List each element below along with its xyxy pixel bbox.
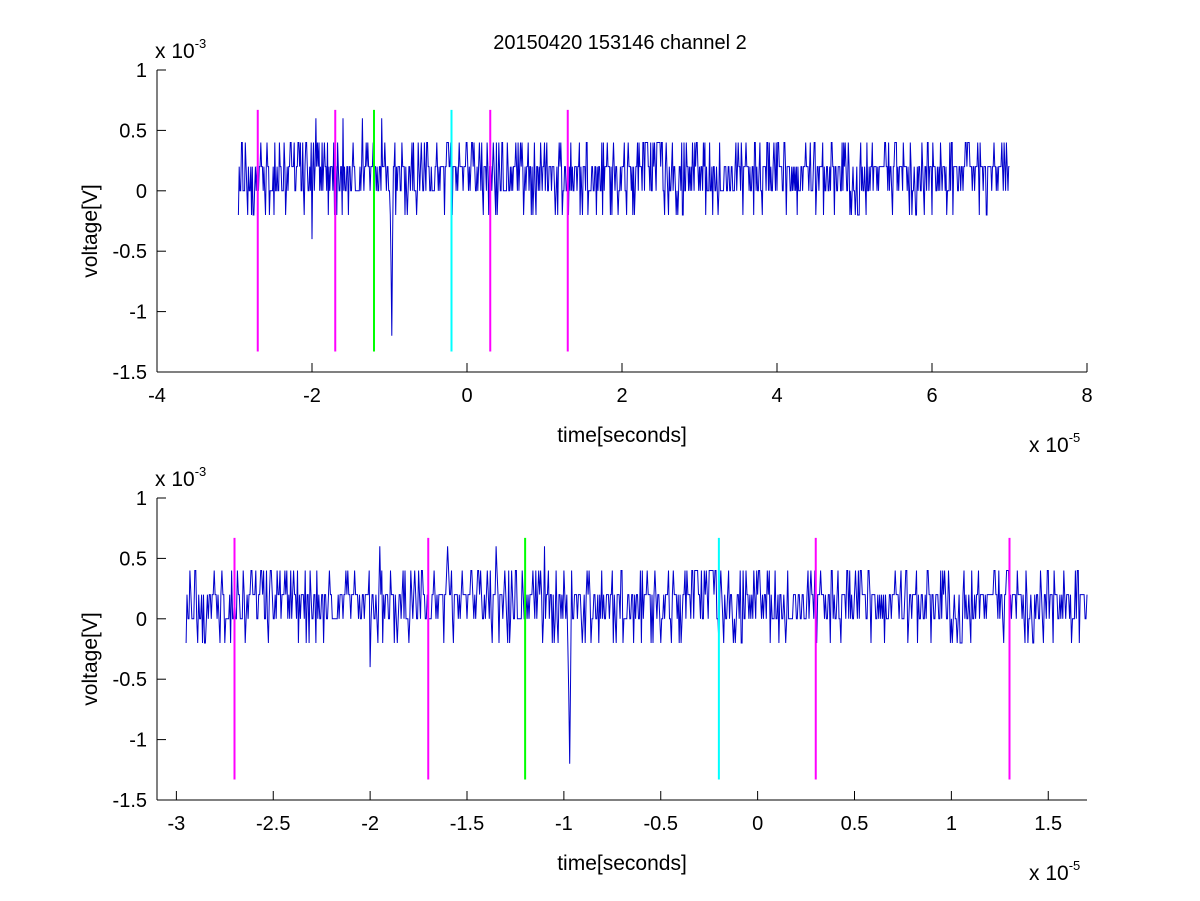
y-tick-label: -0.5: [113, 669, 147, 691]
x-tick-label: -4: [148, 385, 166, 407]
x-tick-label: 0: [752, 813, 763, 835]
x-exponent-power: -5: [1069, 858, 1081, 873]
x-tick-label: 1: [946, 813, 957, 835]
x-tick-label: -1.5: [450, 813, 484, 835]
y-tick-label: 1: [136, 60, 147, 82]
x-axis-label: time[seconds]: [557, 852, 687, 875]
x-exponent-base: x 10: [1029, 434, 1069, 457]
signal-trace: [185, 546, 1088, 764]
y-exponent-power: -3: [195, 36, 207, 51]
y-tick-label: 0: [136, 181, 147, 203]
x-exponent-power: -5: [1069, 430, 1081, 445]
y-tick-label: -1: [129, 302, 147, 324]
x-tick-label: -0.5: [644, 813, 678, 835]
x-tick-label: 2: [616, 385, 627, 407]
y-tick-label: -1.5: [113, 790, 147, 812]
x-tick-label: 0.5: [841, 813, 869, 835]
signal-trace: [237, 118, 1010, 336]
y-exponent-base: x 10: [155, 40, 195, 63]
x-tick-label: -3: [167, 813, 185, 835]
y-axis-label: voltage[V]: [79, 184, 102, 277]
x-tick-label: 0: [461, 385, 472, 407]
x-tick-label: -2: [303, 385, 321, 407]
y-exponent-base: x 10: [155, 468, 195, 491]
x-tick-label: 6: [926, 385, 937, 407]
x-exponent-base: x 10: [1029, 862, 1069, 885]
y-tick-label: 1: [136, 488, 147, 510]
x-axis-label: time[seconds]: [557, 424, 687, 447]
x-tick-label: 4: [771, 385, 782, 407]
y-exponent-label: x 10-3: [155, 464, 206, 491]
y-tick-label: 0.5: [119, 120, 147, 142]
y-tick-label: -1: [129, 730, 147, 752]
x-tick-label: -2: [361, 813, 379, 835]
chart-title: 20150420 153146 channel 2: [493, 32, 747, 54]
y-tick-label: -1.5: [113, 362, 147, 384]
x-tick-label: -2.5: [256, 813, 290, 835]
y-tick-label: -0.5: [113, 241, 147, 263]
y-axis-label: voltage[V]: [79, 612, 102, 705]
y-tick-label: 0.5: [119, 548, 147, 570]
y-exponent-power: -3: [195, 464, 207, 479]
x-tick-label: -1: [555, 813, 573, 835]
x-tick-label: 1.5: [1034, 813, 1062, 835]
x-exponent-label: x 10-5: [1029, 430, 1080, 457]
plot-area: [156, 497, 1088, 801]
x-exponent-label: x 10-5: [1029, 858, 1080, 885]
plot-area: [156, 69, 1088, 373]
y-exponent-label: x 10-3: [155, 36, 206, 63]
y-tick-label: 0: [136, 609, 147, 631]
x-tick-label: 8: [1081, 385, 1092, 407]
plot-bottom: -1.5 -1 -0.5 0 0.5 1 -3 -2.5 -2 -1.5 -1 -0.5 0 0.5 1 1.…: [79, 464, 1088, 885]
plot-top: -1.5 -1 -0.5 0 0.5 1 -4 -2 0 2 4 6 8 time[seconds] vol…: [79, 36, 1093, 457]
